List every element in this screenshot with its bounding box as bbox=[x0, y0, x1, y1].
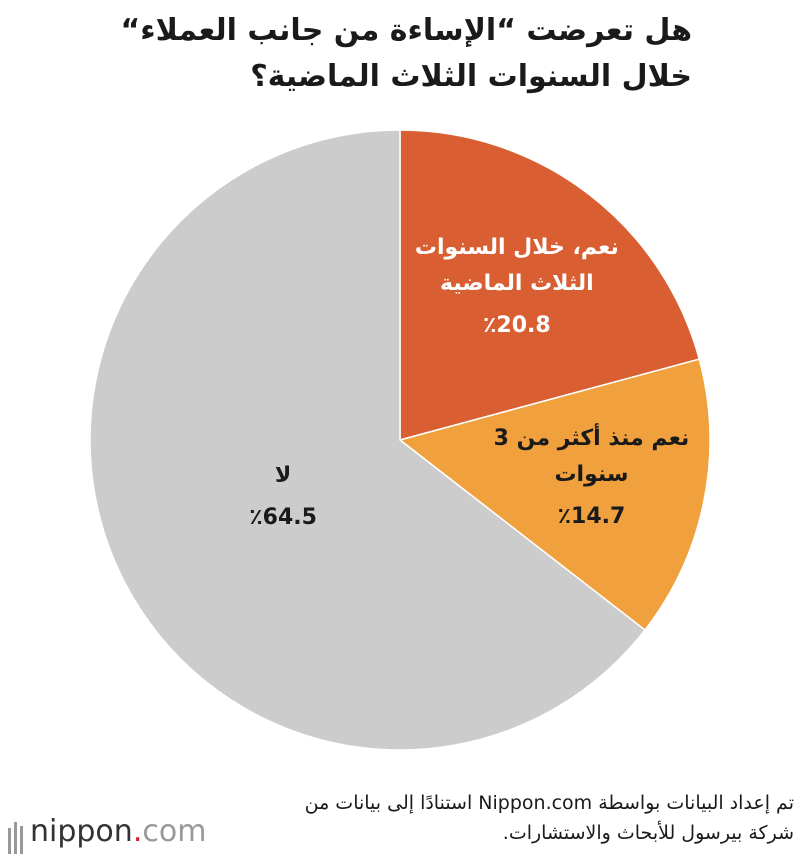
logo-name: nippon bbox=[30, 814, 133, 849]
logo-suffix: com bbox=[142, 814, 207, 849]
slice-label: لا ٪64.5 bbox=[168, 458, 398, 536]
pie-slice bbox=[89, 129, 647, 751]
logo-dot: . bbox=[132, 814, 143, 849]
logo-icon bbox=[8, 822, 23, 854]
value-label: ٪14.7 bbox=[557, 504, 626, 530]
pie bbox=[89, 129, 711, 751]
value-label: ٪64.5 bbox=[249, 505, 317, 531]
slice-label: نعم، خلال السنوات الثلاث الماضية ٪20.8 bbox=[402, 230, 632, 344]
category-label: لا bbox=[274, 463, 292, 489]
slice-label: نعم منذ أكثر من 3 سنوات ٪14.7 bbox=[476, 421, 706, 535]
chart-title: هل تعرضت “الإساءة من جانب العملاء“ خلال … bbox=[120, 13, 692, 94]
pie-slice bbox=[399, 129, 701, 441]
value-label: ٪20.8 bbox=[482, 313, 551, 339]
source-note: تم إعداد البيانات بواسطة Nippon.com استن… bbox=[304, 792, 794, 844]
category-label: نعم منذ أكثر من 3 سنوات bbox=[493, 426, 690, 488]
pie-slice bbox=[398, 358, 711, 632]
category-label: نعم، خلال السنوات الثلاث الماضية bbox=[414, 235, 619, 297]
logo: nippon.com bbox=[10, 814, 206, 849]
